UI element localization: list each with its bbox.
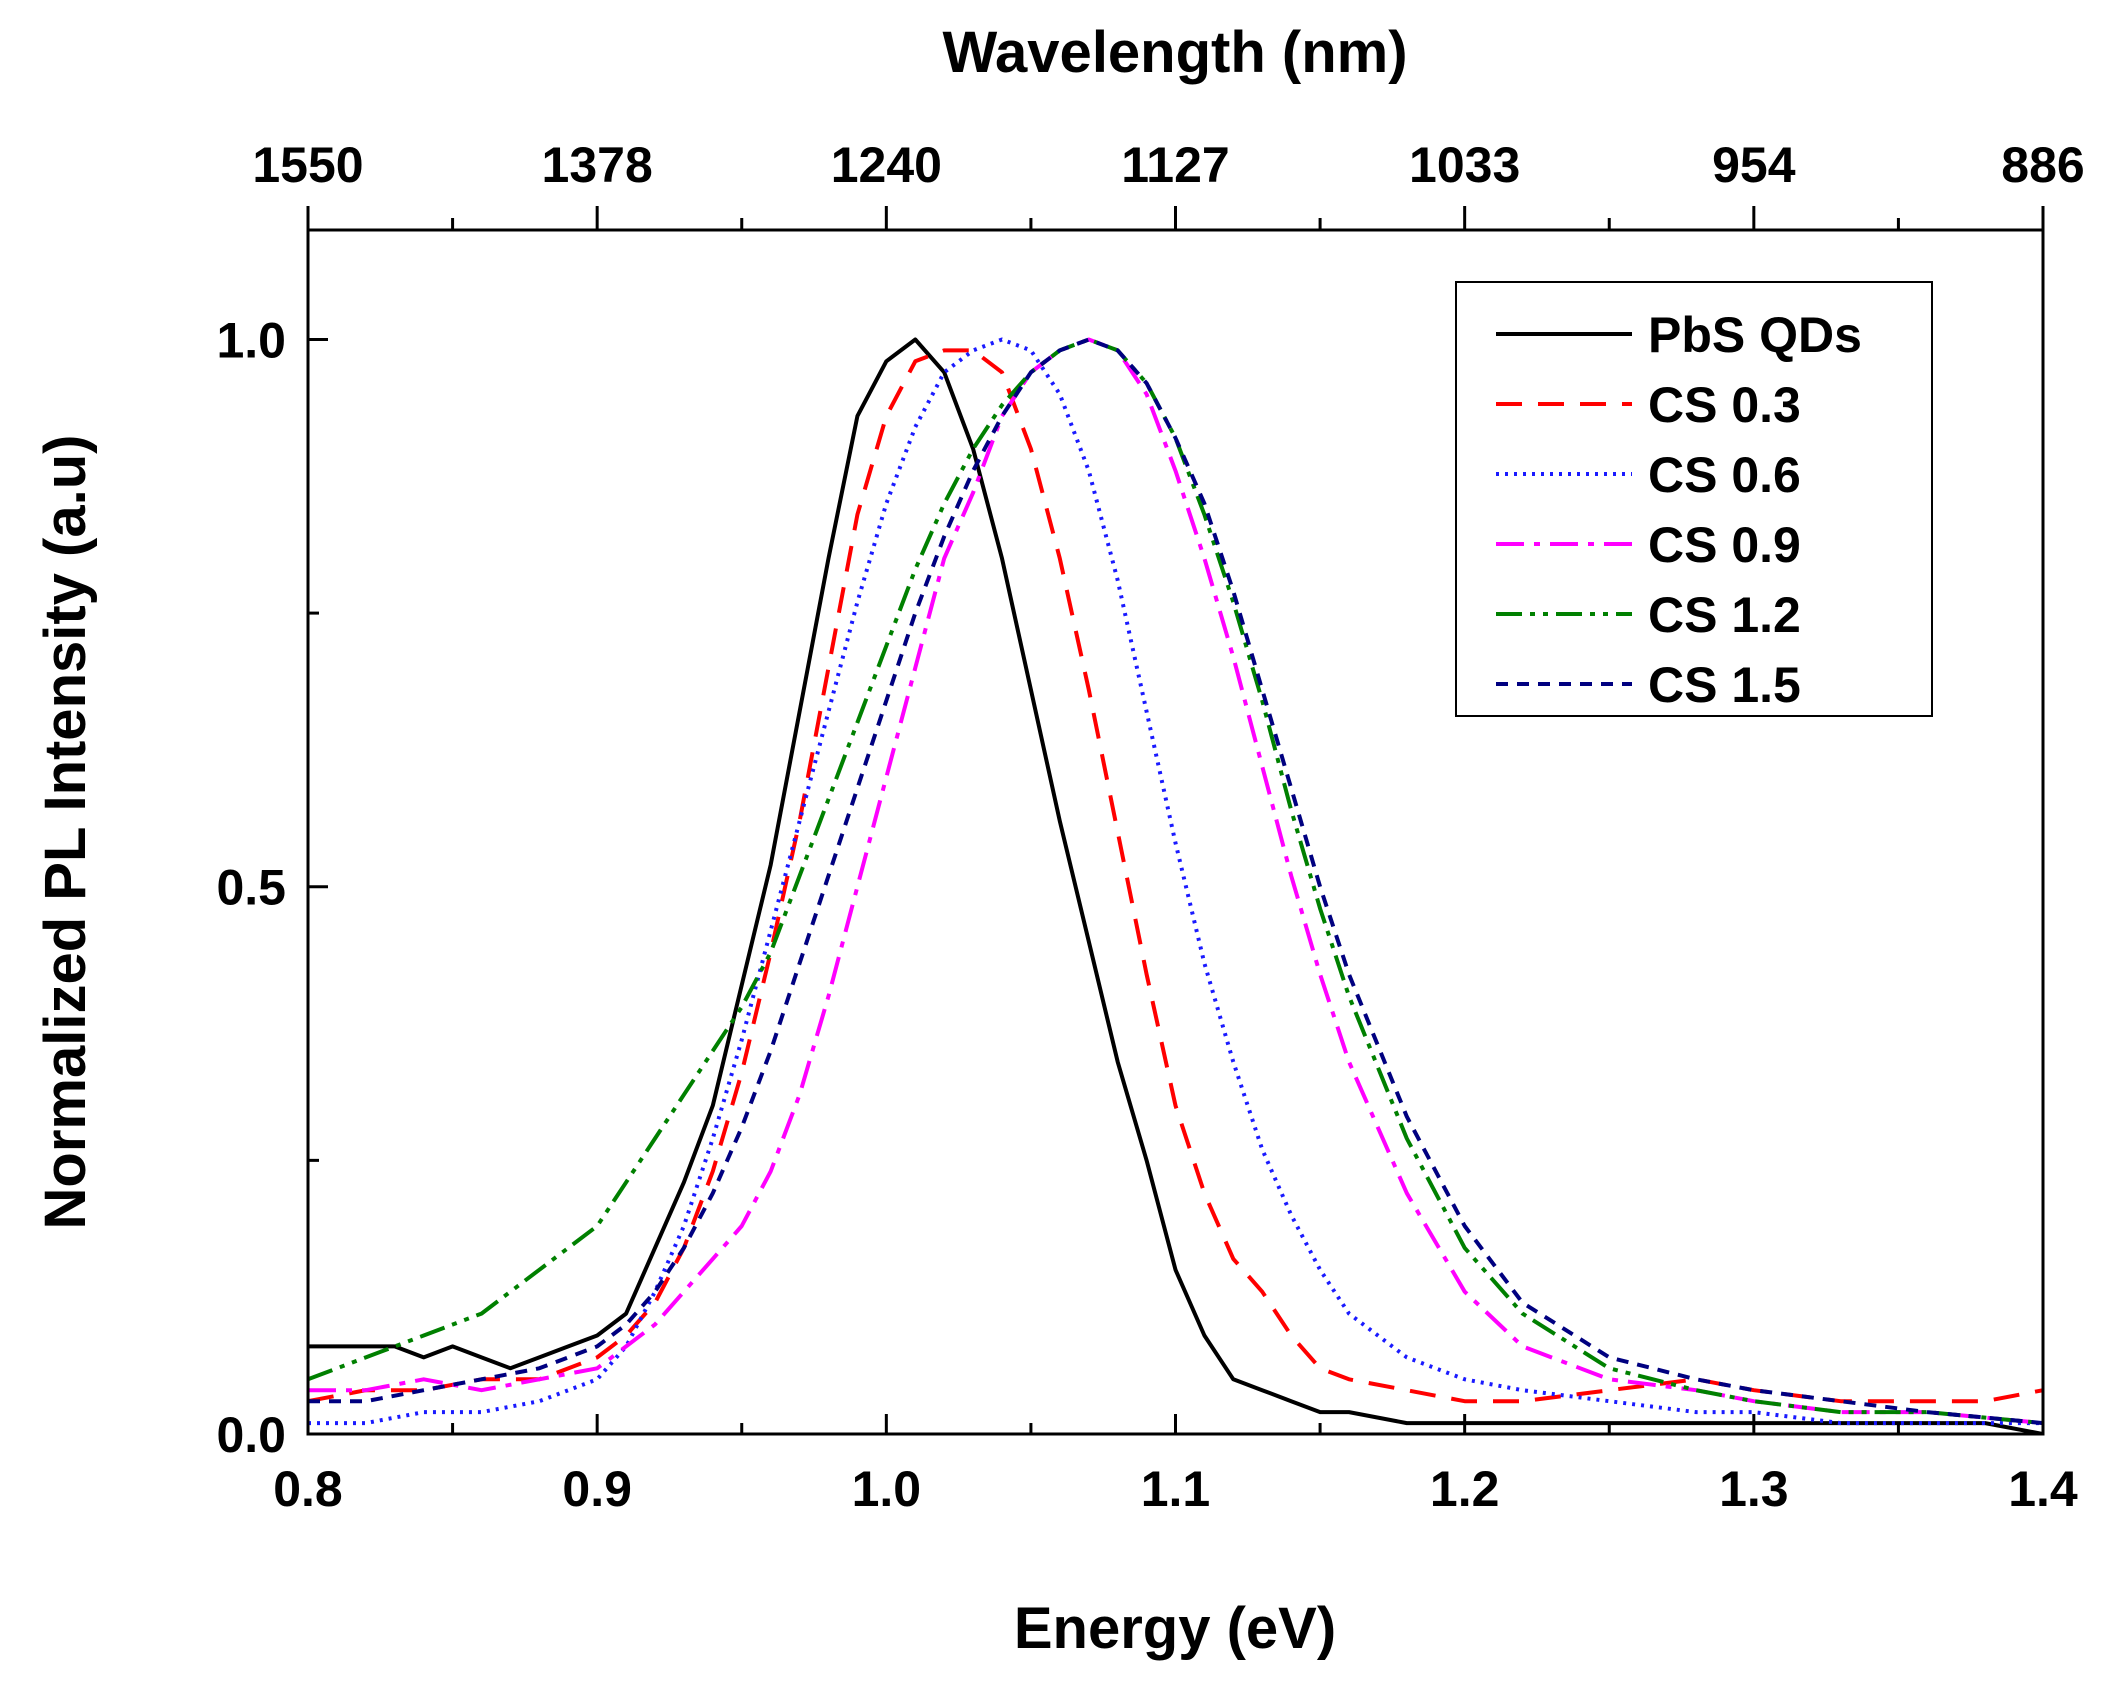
series-line-1 — [308, 337, 2043, 1434]
legend-label-4: CS 0.9 — [1648, 517, 1801, 573]
legend-label-1: PbS QDs — [1648, 307, 1862, 363]
legend-label-2: CS 0.3 — [1648, 377, 1801, 433]
series-line-6 — [308, 337, 2043, 1426]
x-tick-label: 1.3 — [1719, 1461, 1789, 1517]
left-axis-ticks: 0.0 0.5 1.0 — [216, 312, 328, 1463]
y-axis-title: Normalized PL Intensity (a.u) — [33, 435, 98, 1230]
top-axis-title: Wavelength (nm) — [942, 20, 1407, 85]
y-tick-label: 0.0 — [216, 1407, 286, 1463]
bottom-axis-ticks: 0.8 0.9 1.0 1.1 1.2 1.3 1.4 — [273, 1414, 2078, 1517]
top-tick-label: 1550 — [252, 137, 363, 193]
x-tick-label: 1.1 — [1141, 1461, 1211, 1517]
top-tick-label: 1033 — [1409, 137, 1520, 193]
legend-label-6: CS 1.5 — [1648, 657, 1801, 713]
legend-label-3: CS 0.6 — [1648, 447, 1801, 503]
x-tick-label: 0.9 — [562, 1461, 632, 1517]
top-tick-label: 1378 — [542, 137, 653, 193]
x-tick-label: 0.8 — [273, 1461, 343, 1517]
y-tick-label: 0.5 — [216, 860, 286, 916]
series-layer — [308, 337, 2043, 1434]
x-tick-label: 1.0 — [852, 1461, 922, 1517]
series-line-3 — [308, 337, 2043, 1426]
x-axis-title: Energy (eV) — [1014, 1596, 1336, 1661]
series-line-2 — [308, 348, 2043, 1404]
legend-label-5: CS 1.2 — [1648, 587, 1801, 643]
x-tick-label: 1.2 — [1430, 1461, 1500, 1517]
top-tick-label: 954 — [1712, 137, 1796, 193]
legend: PbS QDs CS 0.3 CS 0.6 CS 0.9 CS 1.2 CS 1.5 — [1455, 281, 1933, 717]
top-tick-label: 886 — [2001, 137, 2084, 193]
legend-box — [1455, 281, 1933, 717]
top-axis-ticks: 1550 1378 1240 1127 1033 954 886 — [252, 137, 2085, 230]
y-tick-label: 1.0 — [216, 312, 286, 368]
top-tick-label: 1127 — [1121, 137, 1229, 193]
top-tick-label: 1240 — [831, 137, 942, 193]
x-tick-label: 1.4 — [2008, 1461, 2078, 1517]
